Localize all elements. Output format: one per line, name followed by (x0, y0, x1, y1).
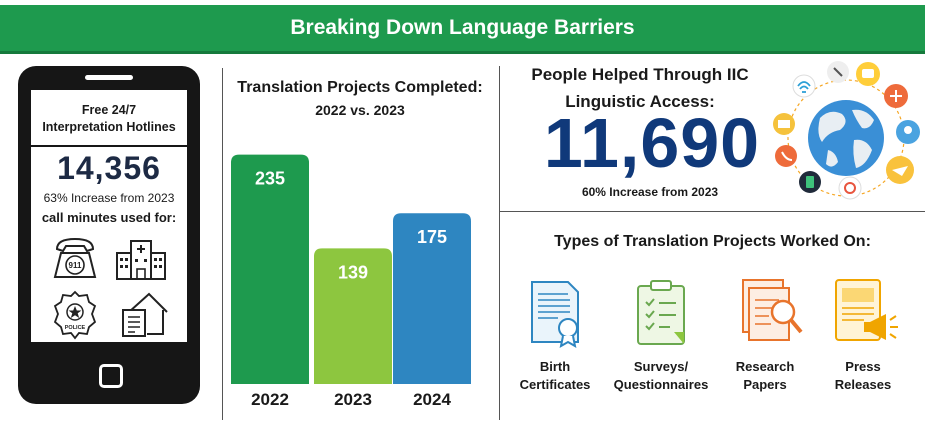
project-type-label-research: Research Papers (710, 358, 820, 394)
hotline-count: 14,356 (57, 150, 161, 186)
project-type-line2: Questionnaires (613, 377, 709, 392)
telephone-911-icon: 911 (53, 237, 97, 278)
hotline-title-line2: Interpretation Hotlines (42, 120, 176, 134)
chart-subtitle: 2022 vs. 2023 (315, 102, 405, 118)
x-tick-label: 2022 (251, 390, 289, 409)
bar-value-label: 235 (255, 169, 285, 189)
people-helped-count: 11,690 (543, 104, 761, 182)
hotline-title: Free 24/7 Interpretation Hotlines (31, 102, 187, 136)
project-type-line1: Research (735, 359, 795, 374)
hospital-icon (116, 240, 166, 280)
megaphone-document-icon (835, 279, 898, 341)
divider-horizontal (499, 211, 925, 212)
people-helped-title-line1: People Helped Through IIC (531, 65, 749, 84)
hotline-divider (31, 145, 187, 147)
divider-left (222, 68, 223, 420)
phone-911-text: 911 (69, 261, 82, 270)
phone-frame: Free 24/7 Interpretation Hotlines 14,356… (18, 66, 200, 404)
project-type-label-birth: Birth Certificates (500, 358, 610, 394)
phone-home-button (99, 364, 123, 388)
research-magnifier-icon (742, 279, 803, 341)
bar-2022 (231, 154, 309, 384)
bar-value-label: 175 (417, 227, 447, 247)
bar-2023 (314, 248, 392, 384)
project-type-line1: Press (845, 359, 881, 374)
phone-screen: Free 24/7 Interpretation Hotlines 14,356… (31, 90, 187, 342)
project-type-label-surveys: Surveys/ Questionnaires (606, 358, 716, 394)
project-type-line1: Birth (539, 359, 571, 374)
people-helped-title: People Helped Through IIC Linguistic Acc… (520, 61, 760, 115)
checklist-icon (637, 280, 685, 345)
chart-title-block: Translation Projects Completed: 2022 vs.… (225, 77, 495, 121)
x-tick-label: 2024 (413, 390, 451, 409)
bar-chart: 235 2022 139 2023 175 2024 (231, 154, 471, 409)
police-badge-text: POLICE (65, 325, 86, 331)
hotline-increase: 63% Increase from 2023 (43, 191, 175, 205)
police-badge-icon: POLICE (53, 290, 97, 340)
x-tick-label: 2023 (334, 390, 372, 409)
globe-communication-icon (773, 61, 920, 200)
project-type-line2: Releases (834, 377, 892, 392)
project-types-title: Types of Translation Projects Worked On: (554, 233, 871, 250)
project-type-line1: Surveys/ (633, 359, 689, 374)
page-title: Breaking Down Language Barriers (290, 16, 635, 39)
chart-title: Translation Projects Completed: (237, 79, 483, 96)
housing-document-icon (122, 292, 168, 337)
hotline-title-line1: Free 24/7 (81, 103, 137, 117)
bar-2024 (393, 213, 471, 384)
project-type-line2: Papers (743, 377, 787, 392)
orbit-icons (773, 61, 920, 200)
divider-right (499, 66, 500, 420)
hotline-used-for: call minutes used for: (41, 210, 177, 225)
project-type-line2: Certificates (519, 377, 591, 392)
project-type-label-press: Press Releases (808, 358, 918, 394)
bar-value-label: 139 (338, 262, 368, 282)
phone-speaker (85, 75, 133, 80)
people-helped-title-line2: Linguistic Access: (565, 92, 715, 111)
certificate-icon (531, 281, 579, 348)
header-banner: Breaking Down Language Barriers (0, 5, 925, 54)
people-helped-increase: 60% Increase from 2023 (581, 185, 719, 199)
